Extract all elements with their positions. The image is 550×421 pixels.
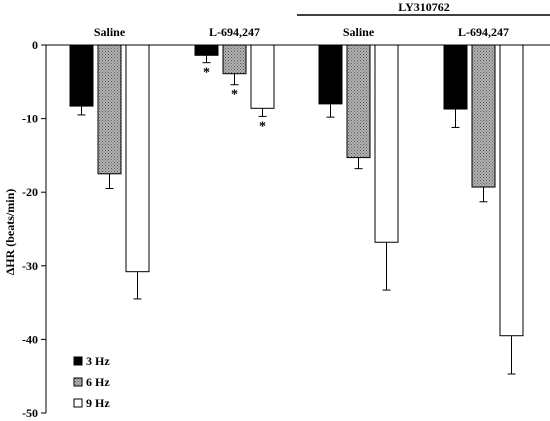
bracket-label: LY310762 [398, 0, 450, 14]
y-axis-title: ΔHR (beats/min) [3, 189, 17, 276]
bar-3hz [318, 44, 343, 105]
bar-9hz [250, 44, 275, 109]
bar-9hz [499, 44, 524, 337]
bar-9hz [374, 44, 399, 243]
axes: 0 -10 -20 -30 -40 -50 Saline L-694,247 Saline L-6… [22, 0, 550, 420]
group-label: L-694,247 [458, 25, 509, 39]
y-tick-label: -20 [22, 185, 38, 199]
significance-marker: * [203, 66, 210, 81]
legend-swatch [73, 377, 83, 387]
bars: * * * [69, 44, 524, 375]
bar-3hz [69, 44, 94, 107]
bar-9hz [125, 44, 150, 273]
group-label: Saline [94, 25, 126, 39]
legend-swatch [73, 398, 83, 408]
bar-6hz [346, 44, 371, 159]
y-tick-label: -30 [22, 259, 38, 273]
y-tick-label: -10 [22, 112, 38, 126]
y-tick-label: -40 [22, 332, 38, 346]
legend-label: 9 Hz [86, 396, 110, 410]
significance-marker: * [259, 119, 266, 134]
significance-marker: * [231, 88, 238, 103]
bar-3hz [443, 44, 468, 110]
bar-6hz [97, 44, 122, 175]
legend-label: 6 Hz [86, 375, 110, 389]
bar-6hz [471, 44, 496, 188]
group-label: Saline [343, 25, 375, 39]
bar-3hz [194, 44, 219, 56]
y-tick-label: 0 [32, 38, 38, 52]
legend-swatch [73, 356, 83, 366]
y-tick-label: -50 [22, 406, 38, 420]
legend: 3 Hz 6 Hz 9 Hz [73, 354, 110, 410]
bar-6hz [222, 44, 247, 75]
group-label: L-694,247 [209, 25, 260, 39]
legend-label: 3 Hz [86, 354, 110, 368]
